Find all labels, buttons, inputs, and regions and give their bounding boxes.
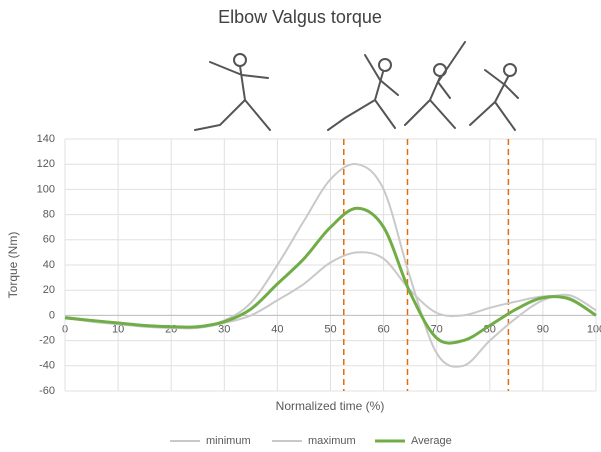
y-tick-label: 60 <box>43 234 55 246</box>
series-line <box>64 206 597 345</box>
y-tick-label: 140 <box>37 133 55 145</box>
pitcher-figure-3 <box>404 41 466 129</box>
y-tick-label: -40 <box>39 360 55 372</box>
y-tick-label: -20 <box>39 335 55 347</box>
y-tick-label: 0 <box>49 309 55 321</box>
y-axis-label: Torque (Nm) <box>6 232 20 299</box>
y-tick-label: -60 <box>39 385 55 397</box>
y-tick-label: 20 <box>43 284 55 296</box>
chart-title: Elbow Valgus torque <box>218 7 382 27</box>
legend-label: minimum <box>206 435 251 447</box>
y-tick-label: 40 <box>43 259 55 271</box>
y-tick-label: 120 <box>37 158 55 170</box>
legend-label: Average <box>411 435 452 447</box>
legend-label: maximum <box>308 435 356 447</box>
pitcher-figure-2 <box>327 54 399 131</box>
x-axis-label: Normalized time (%) <box>276 399 385 413</box>
x-tick-label: 100 <box>587 323 601 335</box>
pitcher-figure-4 <box>469 63 519 131</box>
pitcher-figure-1 <box>194 53 271 131</box>
y-tick-label: 100 <box>37 183 55 195</box>
y-tick-label: 80 <box>43 209 55 221</box>
